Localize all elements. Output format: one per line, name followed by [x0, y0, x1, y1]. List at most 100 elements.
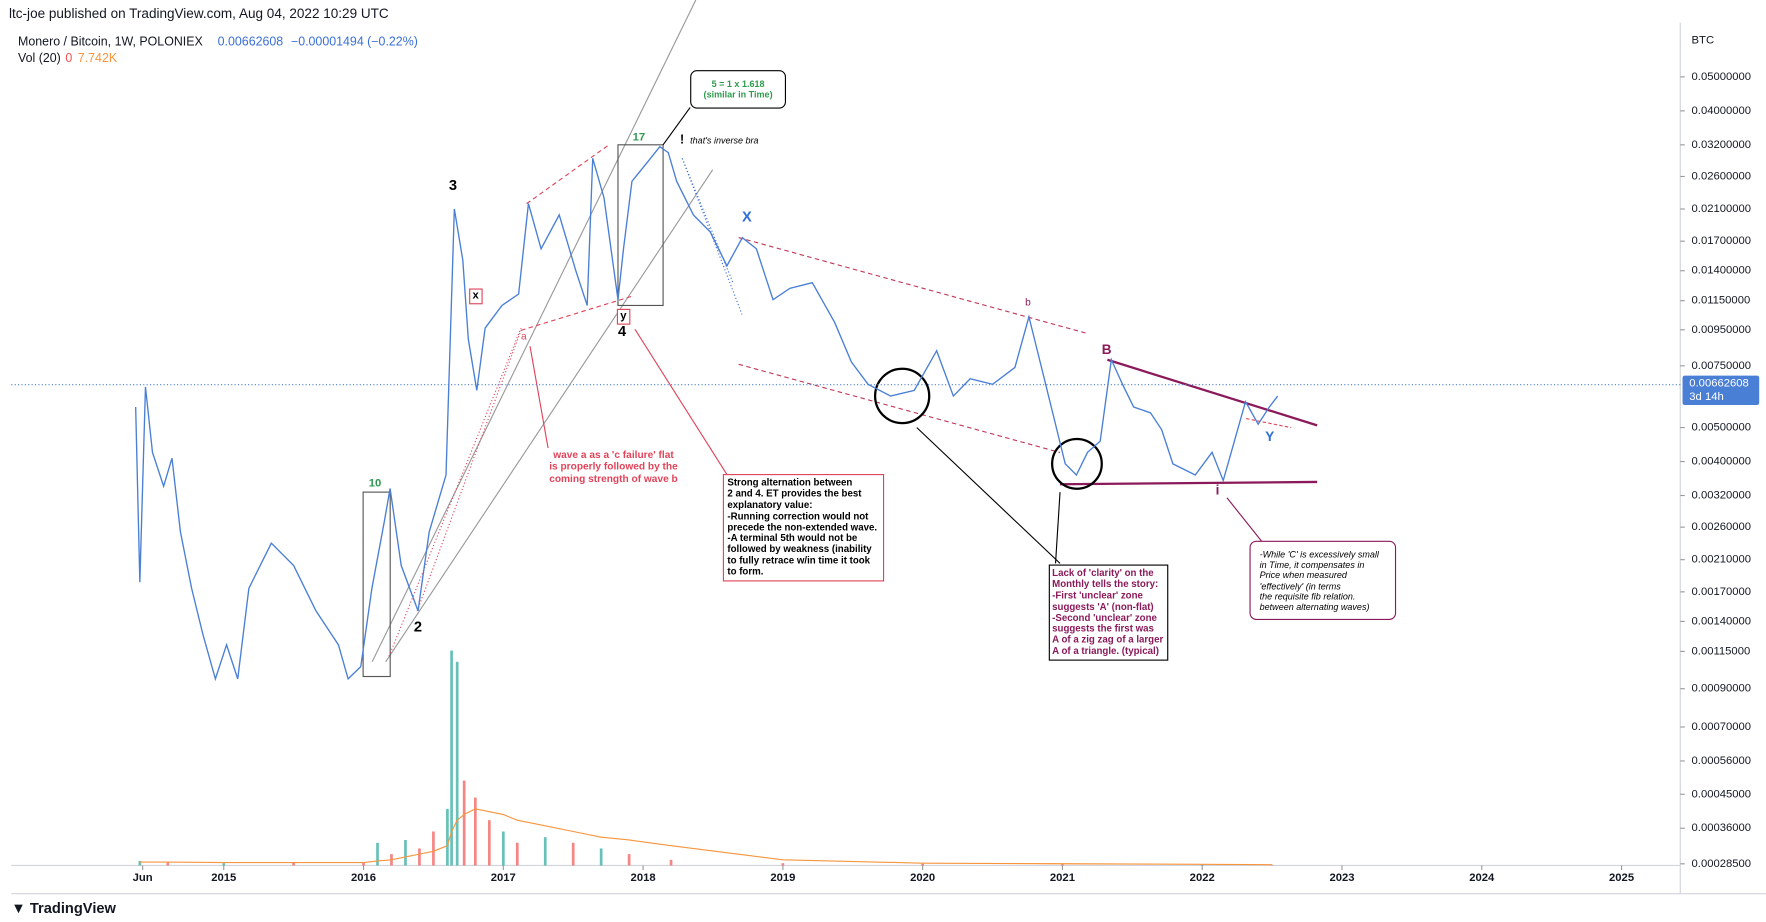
annotation: x — [469, 288, 483, 304]
dashed-line — [520, 295, 632, 331]
annotation: 3 — [448, 176, 457, 194]
triangle-line — [1060, 480, 1318, 486]
y-tick-label: 0.01150000 — [1692, 295, 1751, 307]
x-tick-label: 2025 — [1609, 872, 1634, 884]
circle — [873, 367, 931, 425]
brand: ▼ TradingView — [11, 899, 116, 917]
x-tick-label: 2018 — [631, 872, 656, 884]
x-tick-label: 2015 — [211, 872, 236, 884]
y-tick-label: 0.02100000 — [1692, 203, 1752, 215]
x-tick-label: 2019 — [770, 872, 795, 884]
channel-line — [371, 0, 697, 663]
volume-bar — [921, 863, 925, 866]
volume-bar — [418, 848, 421, 866]
annotation: wave a as a 'c failure' flat is properly… — [549, 449, 678, 484]
y-tick-label: 0.00320000 — [1692, 489, 1752, 501]
y-tick-label: 0.00750000 — [1692, 360, 1752, 372]
volume-ma — [139, 808, 1273, 866]
price-pill-label: 0.00662608 — [1689, 378, 1749, 390]
y-tick-label: 0.00036000 — [1692, 822, 1752, 834]
volume-bar — [515, 842, 519, 866]
countdown: 3d 14h — [1689, 391, 1723, 403]
vol-value: 0 — [65, 52, 73, 66]
annotation: a — [520, 330, 527, 342]
annotation: Strong alternation between 2 and 4. ET p… — [722, 474, 885, 582]
last-price: 0.00662608 — [217, 35, 284, 49]
y-tick-label: 0.00170000 — [1692, 586, 1752, 598]
annotation: y — [616, 308, 630, 325]
price-pill — [1682, 375, 1760, 406]
x-tick-label: 2022 — [1190, 872, 1215, 884]
dashed-line — [1245, 418, 1292, 429]
volume-bar — [432, 831, 435, 866]
volume-bar — [571, 842, 575, 866]
volume-bar — [455, 661, 459, 866]
x-tick-label: Jun — [133, 872, 153, 884]
volume-bar — [599, 848, 603, 866]
dashed-line — [738, 237, 1089, 335]
x-tick-label: 2021 — [1050, 872, 1075, 884]
y-tick-label: 0.00950000 — [1692, 324, 1752, 336]
triangle-line — [1107, 358, 1318, 427]
volume-bar — [446, 808, 449, 866]
annotation: i — [1215, 481, 1220, 498]
volume-bar — [138, 860, 142, 866]
volume-bar — [166, 862, 170, 866]
axis-unit: BTC — [1692, 35, 1715, 47]
arrow — [916, 427, 1061, 564]
y-tick-label: 0.03200000 — [1692, 139, 1752, 151]
y-tick-label: 0.00260000 — [1692, 521, 1752, 533]
annotation: Y — [1265, 428, 1275, 445]
volume-bar — [487, 820, 491, 866]
y-tick-label: 0.00500000 — [1692, 422, 1752, 434]
y-tick-label: 0.05000000 — [1692, 71, 1752, 83]
circle — [1051, 437, 1103, 490]
volume-bar — [462, 780, 466, 866]
annotation: 10 — [368, 477, 382, 490]
dotted-line — [681, 158, 743, 315]
volume-bar — [781, 863, 785, 866]
volume-bar — [292, 862, 295, 866]
change: −0.00001494 (−0.22%) — [290, 35, 418, 49]
volume-bar — [450, 650, 453, 866]
x-tick-label: 2016 — [351, 872, 376, 884]
x-tick-label: 2023 — [1329, 872, 1354, 884]
symbol: Monero / Bitcoin, 1W, POLONIEX — [18, 35, 203, 49]
annotation: 17 — [632, 131, 646, 144]
dashed-line — [738, 363, 1061, 454]
annotation: ! — [680, 133, 685, 148]
annotation: 2 — [413, 617, 423, 635]
arrow — [1054, 492, 1061, 564]
dotted-line — [388, 327, 522, 657]
arrow — [529, 346, 549, 449]
volume-bar — [376, 842, 379, 866]
y-tick-label: 0.01400000 — [1692, 265, 1752, 277]
y-tick-label: 0.00056000 — [1692, 755, 1752, 767]
volume-bar — [473, 797, 477, 866]
dashed-line — [526, 144, 610, 205]
box — [362, 491, 391, 678]
y-tick-label: 0.00400000 — [1692, 456, 1752, 468]
y-tick-label: 0.00045000 — [1692, 788, 1752, 800]
published-line: ltc-joe published on TradingView.com, Au… — [9, 5, 389, 22]
price-line — [134, 145, 1279, 682]
y-tick-label: 0.00210000 — [1692, 554, 1752, 566]
volume-bar — [669, 859, 673, 866]
channel-line — [385, 169, 714, 663]
volume-bar — [627, 854, 631, 866]
y-tick-label: 0.04000000 — [1692, 105, 1752, 117]
brand-name: TradingView — [29, 899, 116, 917]
dotted-line — [416, 330, 522, 612]
x-tick-label: 2017 — [491, 872, 516, 884]
connector — [1226, 497, 1264, 544]
annotation: X — [742, 208, 752, 226]
y-tick-label: 0.01700000 — [1692, 235, 1752, 247]
vol-value: 7.742K — [77, 52, 118, 66]
volume-bar — [222, 863, 226, 866]
volume-bar — [1200, 864, 1204, 866]
y-tick-label: 0.00090000 — [1692, 683, 1752, 695]
y-tick-label: 0.02600000 — [1692, 170, 1752, 182]
annotation: -While 'C' is excessively small in Time,… — [1249, 540, 1397, 620]
connector — [662, 107, 691, 146]
